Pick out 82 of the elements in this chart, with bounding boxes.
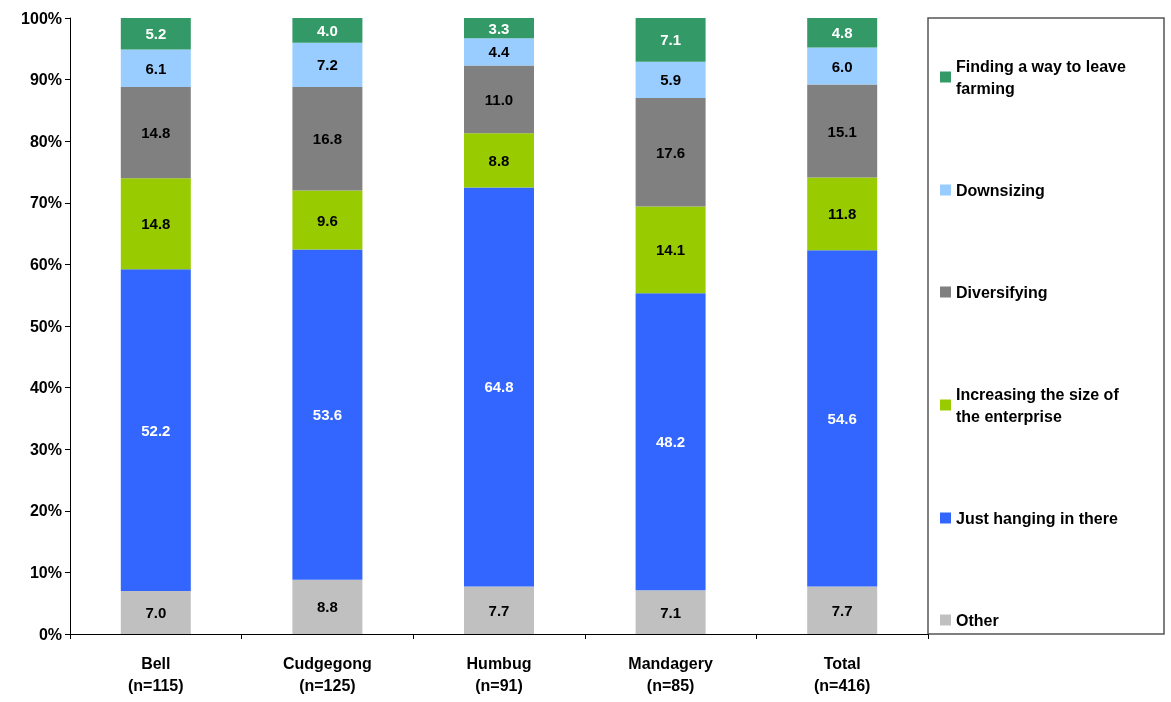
bar [120,18,191,50]
legend-label: Increasing the size of the enterprise [956,385,1124,425]
data-label: 48.2 [656,433,686,451]
data-label: 3.3 [488,19,510,37]
bar [292,190,363,250]
y-tick-label: 30% [29,440,62,458]
bar [120,590,191,634]
x-tick-label: Total (n=416) [813,654,871,694]
data-label: 14.8 [141,215,171,233]
data-label: 53.6 [312,406,342,424]
bar [292,18,363,43]
data-label: 4.4 [488,43,511,61]
data-label: 17.6 [656,143,686,161]
bar [635,61,706,99]
legend-label: Other [956,611,999,629]
bar [292,42,363,87]
bar [292,249,363,580]
data-label: 64.8 [484,378,514,396]
data-label: 15.1 [827,122,857,140]
data-label: 6.0 [831,57,853,75]
data-label: 7.0 [145,603,167,621]
data-label: 52.2 [141,421,171,439]
bar [807,84,878,178]
bar [464,38,534,66]
data-label: 7.1 [660,31,682,49]
y-tick-label: 40% [29,379,62,397]
data-label: 5.2 [145,25,167,43]
data-label: 11.0 [484,90,514,108]
data-label: 5.9 [660,71,682,89]
y-tick-label: 0% [38,625,62,643]
x-tick-label: Humbug (n=91) [466,654,532,694]
bar [120,269,191,591]
bar [807,250,878,587]
x-tick-label: Bell (n=115) [128,654,184,694]
bar [464,187,534,587]
bar [120,178,191,270]
data-label: 7.2 [316,56,338,74]
y-tick-label: 50% [29,317,62,335]
y-tick-label: 100% [21,9,62,27]
x-tick-label: Mandagery (n=85) [628,654,713,694]
bar [464,586,534,634]
y-tick-label: 60% [29,255,62,273]
y-tick-label: 70% [29,194,62,212]
bar [292,86,363,191]
data-label: 9.6 [316,211,338,229]
data-label: 16.8 [312,130,342,148]
bar [120,86,191,179]
bar [635,18,706,62]
data-label: 8.8 [488,151,510,169]
bar [807,47,878,85]
bar [635,98,706,207]
bar [292,579,363,634]
bar [807,586,878,634]
data-label: 11.8 [828,205,857,223]
y-tick-label: 10% [29,563,62,581]
y-tick-label: 80% [29,132,62,150]
data-label: 6.1 [145,59,167,77]
data-label: 7.1 [660,603,682,621]
bar [635,590,706,634]
x-tick-label: Cudgegong (n=125) [282,654,372,694]
data-label: 4.0 [316,21,338,39]
data-label: 8.8 [316,598,338,616]
bar [464,133,534,188]
bar [464,65,534,134]
data-label: 14.8 [141,124,171,142]
data-label: 54.6 [827,409,857,427]
bar [635,293,706,591]
bar [635,206,706,294]
legend-label: Diversifying [956,283,1048,301]
bar [807,177,878,251]
y-tick-label: 90% [29,71,62,89]
data-label: 4.8 [831,24,853,42]
legend-label: Just hanging in there [956,509,1118,527]
data-label: 14.1 [656,241,686,259]
bar [464,18,534,39]
legend-label: Downsizing [956,181,1045,199]
data-label: 7.7 [488,601,510,619]
y-tick-label: 20% [29,502,62,520]
legend-label: Finding a way to leave farming [956,57,1131,97]
bar [807,18,878,48]
data-label: 7.7 [831,601,853,619]
bar [120,49,191,87]
